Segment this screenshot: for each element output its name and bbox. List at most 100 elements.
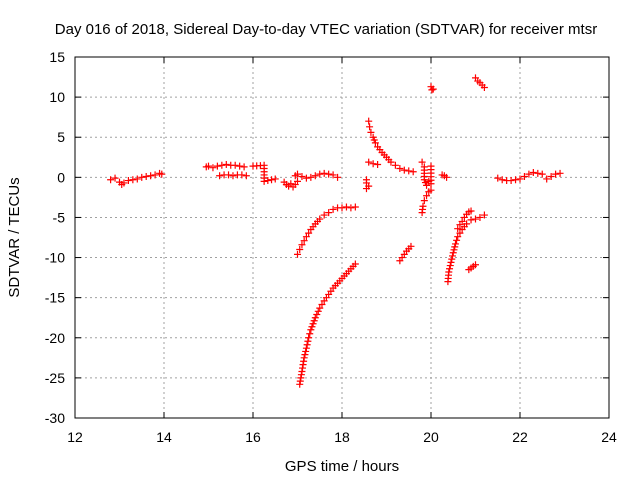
data-point xyxy=(124,177,132,185)
data-point xyxy=(342,203,350,211)
data-point xyxy=(296,246,304,254)
data-point xyxy=(445,268,453,276)
data-point xyxy=(351,203,359,211)
data-point xyxy=(316,304,324,312)
data-point xyxy=(472,261,479,269)
data-point xyxy=(371,139,379,147)
data-point xyxy=(309,320,317,328)
data-point xyxy=(480,83,488,91)
data-points xyxy=(107,74,564,388)
series-arc-17 xyxy=(454,207,475,233)
data-point xyxy=(301,351,309,359)
y-tick-label: -30 xyxy=(45,410,65,426)
data-point xyxy=(429,85,437,93)
data-point xyxy=(407,242,415,250)
x-tick-label: 16 xyxy=(245,429,261,445)
data-point xyxy=(447,258,455,266)
data-point xyxy=(329,171,337,179)
data-point xyxy=(329,205,337,213)
data-point xyxy=(374,160,382,168)
data-point xyxy=(311,172,319,180)
series-arc-3 xyxy=(216,171,250,180)
data-point xyxy=(302,347,310,355)
data-point xyxy=(314,307,322,315)
data-point xyxy=(338,204,346,212)
data-point xyxy=(552,170,560,178)
data-point xyxy=(334,173,342,181)
series-arc-1 xyxy=(107,169,166,189)
data-point xyxy=(472,215,479,223)
data-point xyxy=(396,165,404,173)
y-tick-label: -20 xyxy=(45,330,65,346)
data-point xyxy=(428,86,436,94)
data-point xyxy=(325,209,333,217)
data-point xyxy=(313,311,321,319)
data-point xyxy=(305,334,313,342)
data-point xyxy=(427,162,435,170)
data-point xyxy=(423,192,431,200)
series-arc-9 xyxy=(365,117,417,176)
data-point xyxy=(443,173,451,181)
data-point xyxy=(304,337,312,345)
data-point xyxy=(409,168,417,176)
x-tick-label: 18 xyxy=(334,429,350,445)
data-point xyxy=(525,170,533,178)
y-axis-label: SDTVAR / TECUs xyxy=(6,177,23,297)
series-arc-4 xyxy=(280,177,301,191)
data-point xyxy=(320,169,328,177)
data-point xyxy=(300,354,308,362)
data-point xyxy=(456,229,464,237)
data-point xyxy=(205,162,212,170)
data-point xyxy=(418,158,426,166)
data-point xyxy=(451,240,459,248)
series-arc-7 xyxy=(296,260,359,388)
data-point xyxy=(302,233,310,241)
series-arc-11 xyxy=(396,242,415,265)
data-point xyxy=(494,174,502,182)
data-point xyxy=(453,236,461,244)
data-point xyxy=(298,241,306,249)
data-point xyxy=(318,300,326,308)
data-point xyxy=(213,162,221,170)
data-point xyxy=(365,158,373,166)
y-tick-label: -10 xyxy=(45,250,65,266)
data-point xyxy=(268,176,276,184)
data-point xyxy=(467,216,475,224)
data-point xyxy=(264,177,272,185)
x-tick-label: 22 xyxy=(512,429,528,445)
data-point xyxy=(222,160,230,168)
data-point xyxy=(520,173,528,181)
series-arc-10 xyxy=(365,158,382,168)
data-point xyxy=(271,175,279,183)
x-tick-label: 12 xyxy=(67,429,83,445)
series-arc-6 xyxy=(294,203,359,258)
data-point xyxy=(476,213,484,221)
data-point xyxy=(369,160,377,168)
x-axis-label: GPS time / hours xyxy=(285,458,399,475)
data-point xyxy=(507,177,515,185)
data-point xyxy=(516,175,524,183)
series-arc-8 xyxy=(362,176,373,193)
data-point xyxy=(231,161,239,169)
data-point xyxy=(467,207,475,215)
data-point xyxy=(365,117,373,125)
series-arc-18 xyxy=(465,261,479,274)
data-point xyxy=(450,246,458,254)
data-point xyxy=(236,162,244,170)
data-point xyxy=(316,170,324,178)
data-point xyxy=(294,177,301,185)
data-point xyxy=(111,174,119,182)
data-point xyxy=(498,176,506,184)
series-arc-12 xyxy=(418,158,435,189)
data-point xyxy=(449,252,457,260)
data-point xyxy=(316,215,324,223)
data-point xyxy=(391,161,399,169)
series-arc-5 xyxy=(291,169,342,182)
data-point xyxy=(303,341,311,349)
data-point xyxy=(216,172,224,180)
data-point xyxy=(308,323,316,331)
data-point xyxy=(306,330,314,338)
series-arc-13 xyxy=(418,186,435,217)
data-point xyxy=(463,220,471,228)
